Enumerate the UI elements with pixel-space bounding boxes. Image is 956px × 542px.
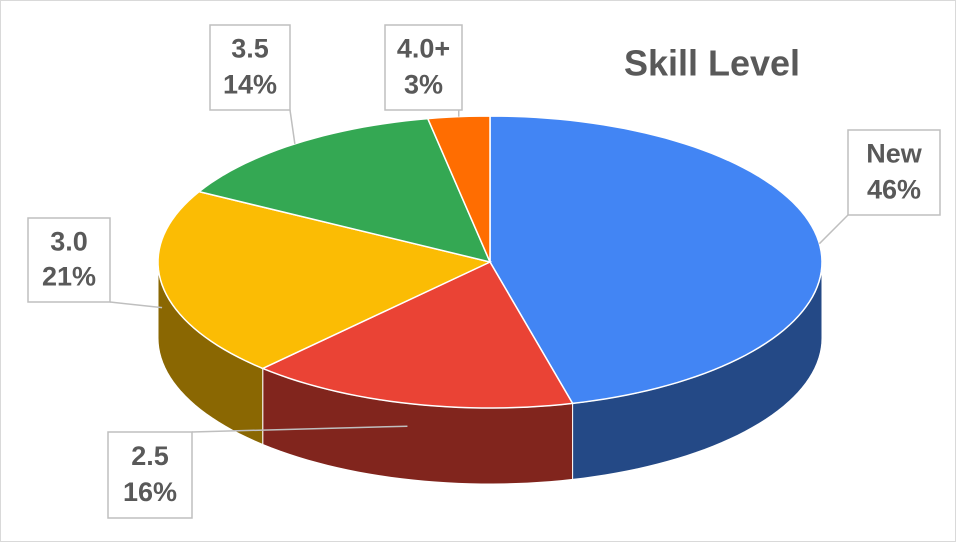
data-label-value: 14% (223, 69, 277, 99)
data-label-category: New (866, 139, 923, 169)
leader-line (109, 301, 163, 309)
data-label-category: 3.5 (231, 34, 269, 64)
data-label-value: 3% (404, 69, 443, 99)
label-box (27, 217, 111, 303)
data-label-category: 3.0 (50, 226, 88, 256)
data-label-value: 21% (42, 262, 96, 292)
label-box (847, 129, 941, 216)
leader-line (818, 214, 849, 245)
slice (489, 115, 823, 405)
data-label-value: 16% (123, 477, 177, 507)
slice (157, 190, 493, 370)
chart-title: Skill Level (624, 43, 800, 84)
leader-line (289, 109, 296, 144)
data-label-category: 4.0+ (397, 34, 450, 64)
slice (426, 115, 491, 263)
label-box (107, 431, 193, 519)
data-label-value: 46% (867, 174, 921, 204)
slice (260, 261, 574, 409)
label-box (209, 24, 291, 111)
label-box (384, 24, 463, 111)
leader-line (191, 425, 408, 433)
data-label-category: 2.5 (131, 441, 169, 471)
slice (197, 117, 492, 264)
